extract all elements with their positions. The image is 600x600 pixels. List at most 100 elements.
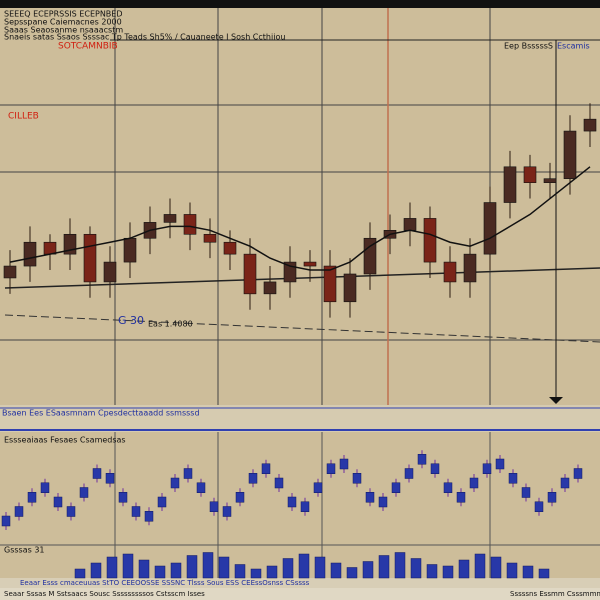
volume-bar: [394, 552, 406, 579]
osc-bar: [443, 482, 453, 493]
osc-bar: [313, 482, 323, 493]
right-label: Eep BsssssS: [504, 42, 553, 51]
level-value: Eas 1.4080: [148, 320, 193, 329]
candle-body: [223, 241, 237, 255]
volume-bar: [330, 562, 342, 579]
osc-bar: [326, 463, 336, 474]
volume-bar: [410, 558, 422, 579]
candle-body: [523, 166, 537, 183]
volume-bar: [250, 568, 262, 579]
candle-body: [183, 214, 197, 235]
footer-text: Sssssns Essmm Csssmmnes: [510, 590, 600, 598]
osc-bar: [40, 482, 50, 493]
volume-bar: [186, 555, 198, 579]
candle-body: [363, 237, 377, 275]
osc-bar: [365, 492, 375, 503]
level-label: G 30: [118, 314, 144, 327]
candle-body: [343, 273, 357, 303]
candle-body: [43, 241, 57, 255]
osc-bar: [300, 501, 310, 512]
candle-body: [123, 237, 137, 263]
status-area: [0, 405, 600, 433]
moving-average: [9, 166, 591, 271]
volume-bar: [522, 565, 534, 579]
volume-bar: [234, 564, 246, 579]
osc-bar: [456, 492, 466, 503]
header-line: SEEEQ ECEPRSSIS ECEPNBED: [4, 10, 123, 19]
title-bar: [0, 0, 600, 8]
status-footer: [0, 588, 600, 600]
osc-bar: [209, 501, 219, 512]
candle-body: [263, 281, 277, 295]
osc-bar: [391, 482, 401, 493]
osc-bar: [560, 477, 570, 489]
osc-bar: [1, 515, 11, 527]
osc-bar: [118, 492, 128, 503]
candle-body: [3, 265, 17, 279]
candle-body: [443, 261, 457, 283]
osc-bar: [183, 468, 193, 479]
osc-bar: [14, 506, 24, 517]
osc-bar: [196, 482, 206, 493]
candle-body: [423, 218, 437, 263]
trend-line: [4, 267, 600, 289]
symbol: SOTCAMNBIB: [58, 42, 118, 52]
volume-bar: [170, 562, 182, 579]
footer-strip: [0, 578, 600, 588]
candle-body: [23, 241, 37, 267]
osc-bar: [53, 496, 63, 508]
volume-bar: [346, 567, 358, 579]
candle-body: [103, 261, 117, 283]
volume-bar: [426, 564, 438, 579]
volume-bar: [298, 553, 310, 579]
osc-bar: [417, 454, 427, 465]
panel-label: Essseaiaas Fesaes Csamedsas: [4, 436, 126, 445]
volume-bar: [458, 559, 470, 579]
volume-bar: [506, 562, 518, 579]
candle-body: [243, 253, 257, 295]
panel-label: CILLEB: [8, 112, 39, 122]
status-text: Bsaen Ees ESaasmnam Cpesdecttaaadd ssmss…: [2, 409, 200, 418]
osc-bar: [131, 506, 141, 517]
volume-bar: [490, 556, 502, 579]
main-panel: [0, 8, 600, 405]
candle-body: [563, 130, 577, 180]
osc-bar: [508, 473, 518, 484]
osc-bar: [482, 463, 492, 474]
footer-text: Eeaar Esss cmaceuuas StTO CEEOOSSE SSSNC…: [20, 579, 310, 587]
volume-bar: [106, 556, 118, 579]
volume-bar: [218, 556, 230, 579]
candle-body: [463, 253, 477, 283]
panel-label: Gsssas 31: [4, 546, 45, 555]
osc-bar: [573, 468, 583, 479]
candle-body: [203, 233, 217, 243]
volume-bar: [202, 552, 214, 579]
header-line: Snaeis satas Ssaos Ssssac Tp Teads Sh5% …: [4, 33, 285, 42]
osc-bar: [404, 468, 414, 479]
volume-bar: [74, 568, 86, 579]
volume-bar: [362, 561, 374, 579]
osc-bar: [235, 492, 245, 503]
candle-body: [583, 118, 597, 132]
osc-bar: [534, 501, 544, 512]
arrow: [549, 397, 563, 404]
candle-body: [83, 233, 97, 283]
footer-text: Seaar Sssas M Sstsaacs Sousc Sssssssssos…: [4, 590, 205, 598]
volume-bar: [154, 565, 166, 579]
osc-bar: [547, 492, 557, 503]
header-line: Sepsspane Caiemacnes 2000: [4, 18, 122, 27]
osc-bar: [170, 477, 180, 489]
candle-body: [323, 265, 337, 303]
osc-bar: [66, 506, 76, 517]
volume-bar: [282, 558, 294, 579]
osc-bar: [378, 496, 388, 508]
osc-bar: [248, 473, 258, 484]
volume-bar: [474, 553, 486, 579]
osc-bar: [144, 511, 154, 522]
trend-line: [4, 314, 600, 343]
candle-body: [163, 214, 177, 223]
osc-bar: [79, 487, 89, 498]
grid: [0, 8, 600, 405]
